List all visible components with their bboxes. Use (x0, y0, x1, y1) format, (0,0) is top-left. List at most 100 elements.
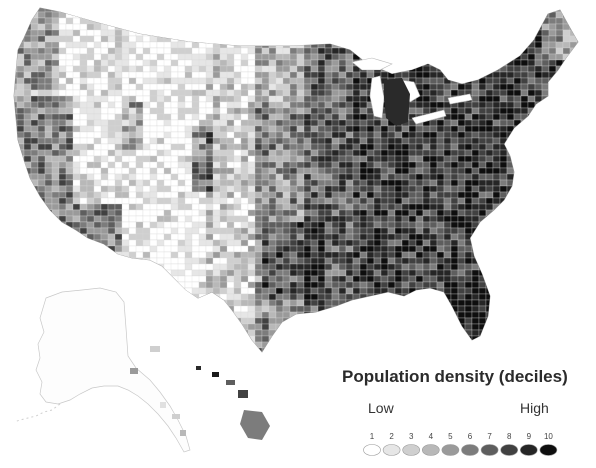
county-cell (422, 197, 431, 205)
county-cell (44, 185, 53, 193)
county-cell (492, 137, 501, 145)
county-cell (555, 41, 564, 49)
county-cell (485, 77, 494, 85)
county-cell (555, 65, 564, 73)
county-cell (576, 71, 578, 79)
county-cell (457, 23, 466, 31)
county-cell (499, 23, 508, 31)
county-cell (317, 173, 326, 181)
county-cell (387, 221, 396, 229)
county-cell (121, 263, 137, 271)
county-cell (191, 203, 200, 211)
county-cell (499, 155, 508, 163)
county-cell (135, 17, 151, 25)
county-cell (310, 245, 319, 253)
county-cell (513, 329, 522, 337)
county-cell (268, 179, 277, 187)
county-cell (499, 341, 508, 349)
county-cell (226, 11, 235, 19)
county-cell (268, 65, 277, 73)
county-cell (79, 221, 88, 229)
county-cell (506, 209, 515, 217)
county-cell (268, 131, 277, 139)
county-cell (457, 281, 466, 289)
county-cell (261, 125, 270, 133)
county-cell (240, 263, 249, 271)
county-cell (121, 269, 130, 277)
county-cell (562, 107, 571, 115)
county-cell (261, 101, 270, 109)
county-cell (506, 53, 515, 61)
county-cell (443, 131, 452, 139)
county-cell (359, 311, 368, 319)
county-cell (506, 65, 515, 73)
county-cell (79, 23, 88, 31)
county-cell (569, 203, 578, 211)
county-cell (401, 215, 410, 223)
county-cell (429, 191, 438, 199)
county-cell (359, 233, 368, 241)
county-cell (443, 89, 452, 97)
county-cell (37, 233, 46, 241)
county-cell (352, 347, 361, 352)
county-cell (247, 179, 256, 187)
county-cell (156, 227, 165, 235)
county-cell (401, 269, 410, 277)
county-cell (30, 191, 39, 199)
county-cell (408, 23, 417, 31)
county-cell (549, 354, 556, 360)
county-cell (289, 83, 298, 91)
county-cell (100, 17, 109, 25)
county-cell (275, 305, 284, 313)
county-cell (296, 323, 305, 331)
county-cell (513, 221, 522, 229)
county-cell (275, 149, 284, 157)
county-cell (562, 251, 571, 259)
county-cell (464, 269, 473, 277)
county-cell (331, 113, 340, 121)
county-cell (492, 347, 501, 352)
county-cell (352, 89, 361, 97)
county-cell (478, 335, 487, 343)
county-cell (114, 65, 123, 73)
county-cell (317, 125, 326, 133)
county-cell (128, 329, 137, 337)
county-cell (37, 89, 46, 97)
county-cell (457, 263, 466, 271)
county-cell (268, 11, 277, 19)
county-cell (569, 323, 578, 331)
county-cell (226, 65, 235, 73)
county-cell (296, 191, 305, 199)
county-cell (79, 203, 88, 211)
county-cell (317, 191, 326, 199)
county-cell (359, 47, 368, 55)
county-cell (240, 305, 249, 313)
county-cell (415, 197, 424, 205)
county-cell (380, 341, 389, 349)
county-cell (387, 347, 396, 352)
county-cell (296, 269, 305, 277)
county-cell (569, 77, 578, 85)
legend-swatch-decile-8 (500, 444, 519, 456)
county-cell (457, 221, 466, 229)
county-cell (359, 77, 368, 85)
county-cell (541, 275, 550, 283)
county-cell (128, 269, 144, 277)
county-cell (443, 71, 452, 79)
county-cell (65, 35, 74, 43)
county-cell (541, 287, 550, 295)
county-cell (142, 317, 158, 325)
county-cell (240, 191, 249, 199)
county-cell (247, 149, 256, 157)
county-cell (135, 293, 151, 301)
county-cell (296, 143, 305, 151)
county-cell (303, 335, 312, 343)
county-cell (100, 269, 116, 277)
county-cell (450, 143, 459, 151)
county-cell (541, 173, 550, 181)
county-cell (436, 221, 445, 229)
county-cell (520, 167, 529, 175)
county-cell (352, 251, 361, 259)
county-cell (345, 215, 354, 223)
county-cell (422, 179, 431, 187)
